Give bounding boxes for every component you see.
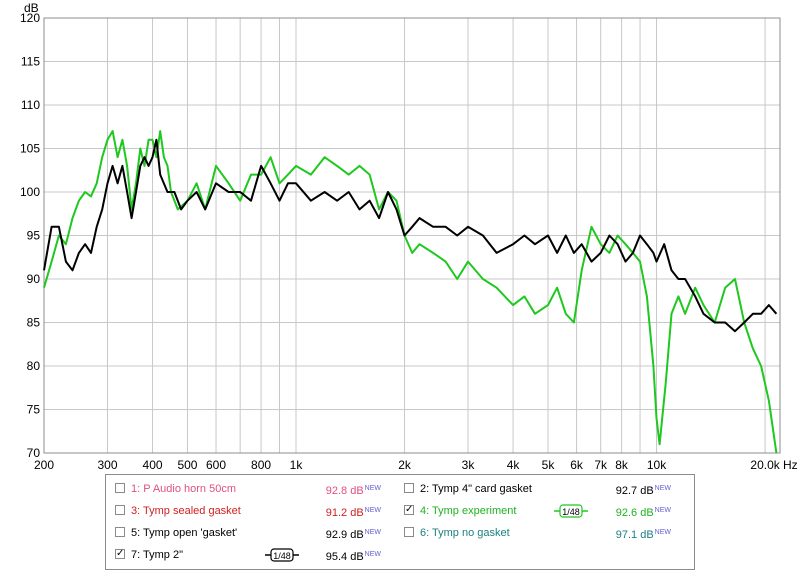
x-tick-label: 10k: [647, 458, 667, 472]
legend-label-5: 5: Tymp open 'gasket': [131, 527, 238, 539]
legend-checkbox-2[interactable]: [404, 483, 414, 493]
legend-entry-4[interactable]: ✓ 4: Tymp experiment 1/48 92.6 dBNEW: [404, 502, 689, 520]
x-tick-label: 8k: [615, 458, 629, 472]
legend-value-7: 95.4 dBNEW: [325, 551, 381, 563]
legend-checkbox-5[interactable]: [115, 527, 125, 537]
legend-label-4: 4: Tymp experiment: [420, 505, 517, 517]
legend-entry-3[interactable]: 3: Tymp sealed gasket 91.2 dBNEW: [115, 502, 400, 520]
legend-entry-5[interactable]: 5: Tymp open 'gasket' 92.9 dBNEW: [115, 524, 400, 542]
x-axis-unit-label: Hz: [783, 458, 798, 472]
y-tick-label: 75: [27, 403, 41, 417]
y-tick-label: 115: [21, 55, 40, 69]
legend-entry-7[interactable]: ✓ 7: Tymp 2" 1/48 95.4 dBNEW: [115, 546, 400, 564]
legend-label-2: 2: Tymp 4" card gasket: [420, 483, 532, 495]
plot-frame: [43, 17, 781, 454]
legend-value-2: 92.7 dBNEW: [615, 485, 671, 497]
legend-value-5: 92.9 dBNEW: [325, 529, 381, 541]
y-tick-label: 70: [27, 446, 41, 460]
y-tick-label: 80: [27, 359, 41, 373]
x-tick-label: 6k: [570, 458, 584, 472]
legend-checkbox-6[interactable]: [404, 527, 414, 537]
x-tick-label: 300: [97, 458, 117, 472]
x-tick-label: 5k: [542, 458, 556, 472]
x-tick-label: 2k: [398, 458, 412, 472]
legend-label-3: 3: Tymp sealed gasket: [131, 505, 241, 517]
legend-value-6: 97.1 dBNEW: [615, 529, 671, 541]
legend-value-1: 92.8 dBNEW: [325, 485, 381, 497]
legend-label-6: 6: Tymp no gasket: [420, 527, 510, 539]
legend-entry-6[interactable]: 6: Tymp no gasket 97.1 dBNEW: [404, 524, 689, 542]
y-tick-label: 100: [20, 185, 40, 199]
y-tick-label: 120: [20, 11, 40, 25]
legend-checkbox-3[interactable]: [115, 505, 125, 515]
legend-checkbox-7[interactable]: ✓: [115, 548, 125, 559]
smoothing-label-4: 1/48: [562, 507, 580, 517]
smoothing-badge-4[interactable]: 1/48: [554, 504, 588, 518]
legend-label-1: 1: P Audio horn 50cm: [131, 483, 236, 495]
legend-entry-2[interactable]: 2: Tymp 4" card gasket 92.7 dBNEW: [404, 480, 689, 498]
x-tick-label: 800: [251, 458, 271, 472]
legend-panel: 1: P Audio horn 50cm 92.8 dBNEW 2: Tymp …: [105, 474, 695, 570]
series-line-1: [43, 130, 778, 454]
legend-checkbox-4[interactable]: ✓: [404, 504, 414, 515]
legend-label-7: 7: Tymp 2": [131, 549, 184, 561]
x-tick-label: 500: [177, 458, 197, 472]
y-tick-label: 105: [20, 142, 40, 156]
x-tick-label: 600: [206, 458, 226, 472]
x-tick-label: 3k: [462, 458, 476, 472]
legend-value-3: 91.2 dBNEW: [325, 507, 381, 519]
y-axis-unit-label: dB: [24, 1, 39, 15]
x-tick-label: 7k: [594, 458, 608, 472]
smoothing-label-7: 1/48: [273, 551, 291, 561]
x-tick-label: 400: [143, 458, 163, 472]
y-tick-label: 85: [27, 316, 41, 330]
y-tick-label: 110: [21, 98, 40, 112]
y-tick-label: 95: [27, 229, 41, 243]
legend-entry-1[interactable]: 1: P Audio horn 50cm 92.8 dBNEW: [115, 480, 400, 498]
smoothing-badge-7[interactable]: 1/48: [265, 548, 299, 562]
legend-value-4: 92.6 dBNEW: [615, 507, 671, 519]
series-line-2: [43, 138, 778, 333]
x-tick-label: 4k: [507, 458, 521, 472]
x-tick-label: 1k: [290, 458, 304, 472]
y-tick-label: 90: [27, 272, 41, 286]
x-tick-label: 20.0k: [750, 458, 780, 472]
legend-checkbox-1[interactable]: [115, 483, 125, 493]
x-tick-label: 200: [34, 458, 54, 472]
